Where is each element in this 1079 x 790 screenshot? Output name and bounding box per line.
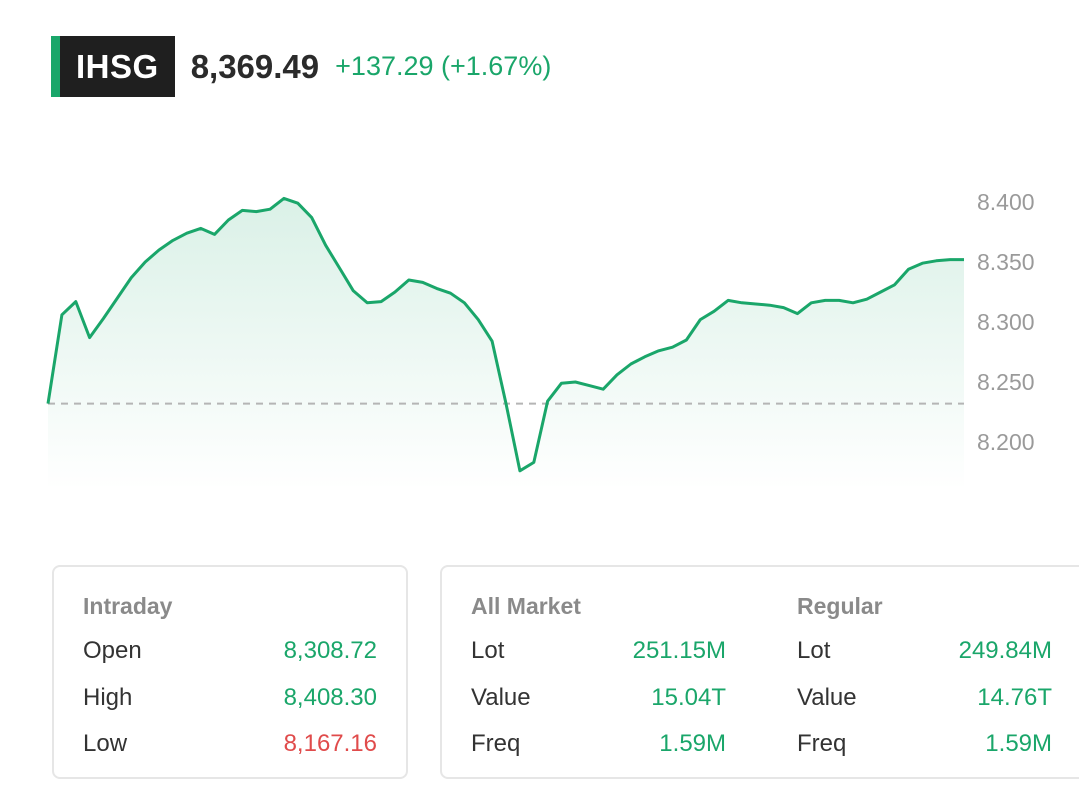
intraday-high-value: 8,408.30 [283, 684, 377, 711]
intraday-title: Intraday [83, 593, 173, 619]
y-tick-label: 8.350 [977, 249, 1035, 275]
intraday-open-label: Open [83, 637, 142, 664]
intraday-low-label: Low [83, 730, 128, 757]
intraday-high-label: High [83, 684, 133, 711]
y-tick-label: 8.400 [977, 189, 1035, 215]
y-tick-label: 8.250 [977, 369, 1035, 395]
all-market-lot-label: Lot [471, 637, 505, 664]
price-chart[interactable]: 8.400 8.350 8.300 8.250 8.200 [0, 130, 1079, 510]
ticker-price: 8,369.49 [190, 47, 320, 85]
market-card: All Market Lot 251.15M Value 15.04T Freq… [440, 565, 1079, 779]
regular-value-label: Value [797, 684, 857, 711]
all-market-freq-label: Freq [471, 730, 521, 757]
all-market-value-label: Value [471, 684, 531, 711]
y-tick-label: 8.200 [977, 429, 1035, 455]
all-market-lot-value: 251.15M [632, 637, 726, 664]
intraday-card: Intraday Open 8,308.72 High 8,408.30 Low… [52, 565, 408, 779]
ticker-change: +137.29 (+1.67%) [335, 51, 552, 81]
all-market-title: All Market [471, 593, 581, 619]
regular-title: Regular [797, 593, 883, 619]
intraday-open-value: 8,308.72 [283, 637, 377, 664]
regular-freq-label: Freq [797, 730, 847, 757]
all-market-freq-value: 1.59M [659, 730, 726, 757]
y-tick-label: 8.300 [977, 309, 1035, 335]
intraday-low-value: 8,167.16 [283, 730, 377, 757]
regular-freq-value: 1.59M [985, 730, 1052, 757]
ticker-header: IHSG 8,369.49 +137.29 (+1.67%) [51, 36, 551, 97]
ticker-symbol: IHSG [76, 47, 159, 85]
regular-value-value: 14.76T [977, 684, 1052, 711]
price-line [46, 196, 964, 473]
regular-lot-label: Lot [797, 637, 831, 664]
regular-lot-value: 249.84M [958, 637, 1052, 664]
ticker-badge: IHSG [51, 36, 175, 97]
price-area-fill [48, 198, 964, 490]
all-market-value-value: 15.04T [651, 684, 726, 711]
